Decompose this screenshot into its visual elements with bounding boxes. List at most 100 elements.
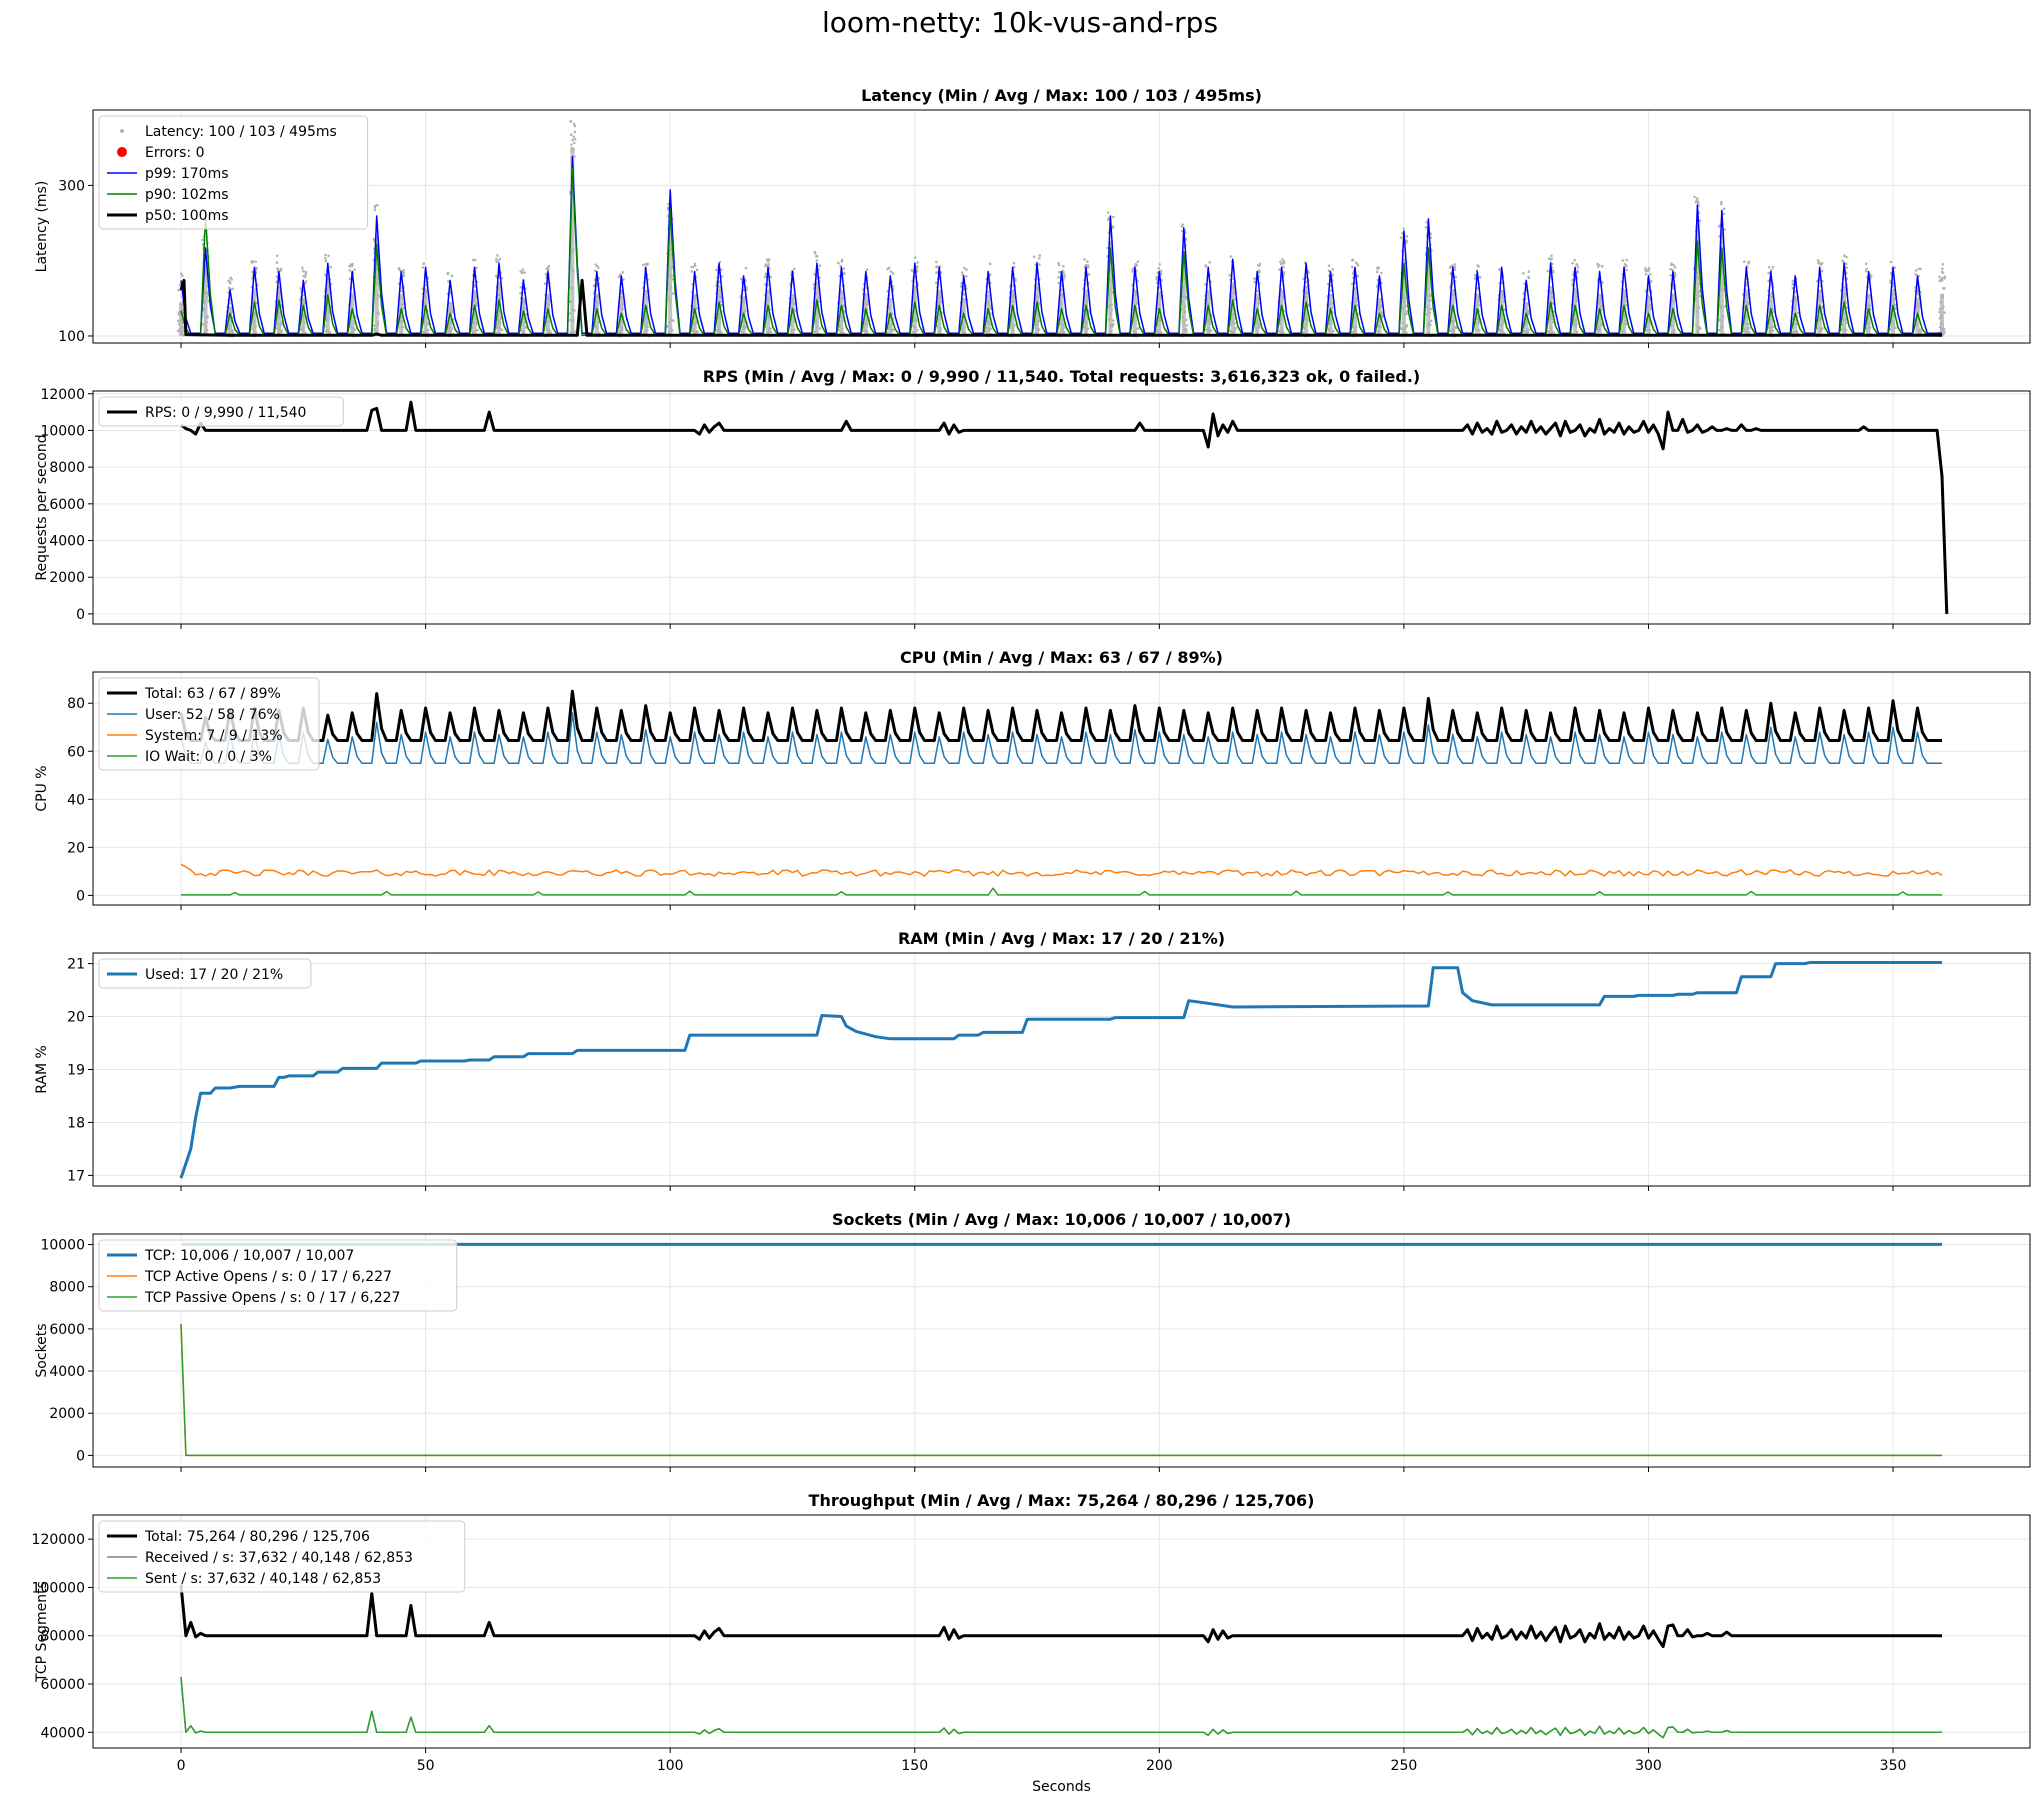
latency-point — [1938, 275, 1941, 279]
latency-point — [1281, 258, 1284, 261]
latency-burst — [448, 302, 453, 336]
latency-burst — [179, 302, 184, 336]
latency-point — [1646, 269, 1649, 273]
latency-point — [666, 206, 670, 210]
latency-point — [1086, 260, 1089, 263]
latency-point — [494, 274, 498, 278]
x-axis-label: Seconds — [1032, 1779, 1091, 1795]
latency-point — [1453, 265, 1457, 269]
latency-point — [1158, 263, 1162, 266]
latency-point — [1869, 274, 1873, 278]
latency-burst — [839, 289, 844, 336]
latency-point — [1698, 294, 1702, 298]
latency-burst — [350, 293, 355, 336]
latency-burst — [1132, 289, 1137, 336]
latency-burst — [1891, 289, 1896, 336]
legend-box — [98, 958, 312, 989]
latency-point — [1722, 207, 1726, 211]
y-tick-label: 10000 — [40, 423, 85, 439]
latency-burst — [1842, 285, 1847, 336]
latency-point — [1550, 257, 1554, 261]
latency-point — [1204, 283, 1207, 286]
panel-latency: Latency (Min / Avg / Max: 100 / 103 / 49… — [34, 86, 2031, 348]
latency-point — [1057, 281, 1061, 285]
axes-frame — [92, 109, 2031, 344]
series-line-total — [179, 1584, 1942, 1649]
axes-frame — [92, 952, 2031, 1187]
latency-point — [1743, 260, 1746, 264]
latency-point — [1698, 219, 1702, 222]
latency-point — [1476, 287, 1480, 290]
x-tick-label: 300 — [1635, 1758, 1662, 1774]
latency-point — [594, 263, 597, 267]
latency-point — [181, 274, 184, 277]
latency-point — [1793, 295, 1797, 299]
latency-point — [1448, 266, 1452, 269]
latency-point — [1112, 215, 1115, 219]
latency-point — [1914, 273, 1918, 276]
latency-point — [304, 270, 308, 274]
latency-point — [960, 271, 964, 274]
legend-box — [98, 115, 369, 230]
latency-burst — [399, 293, 404, 336]
latency-point — [1940, 270, 1944, 274]
legend: Used: 17 / 20 / 21% — [98, 958, 312, 989]
latency-point — [1527, 275, 1530, 279]
latency-point — [1571, 261, 1574, 265]
legend-label: Latency: 100 / 103 / 495ms — [145, 124, 337, 140]
latency-point — [1083, 258, 1086, 261]
latency-burst — [1573, 289, 1578, 336]
latency-point — [1405, 325, 1408, 328]
series-line-sent-s — [180, 1677, 1942, 1739]
latency-point — [1771, 265, 1775, 269]
latency-point — [1747, 261, 1750, 265]
legend-swatch — [117, 147, 127, 157]
y-tick-label: 8000 — [49, 460, 85, 476]
latency-point — [1845, 266, 1848, 269]
latency-point — [569, 133, 573, 137]
latency-burst — [643, 289, 648, 336]
latency-point — [1767, 271, 1770, 275]
legend-label: TCP: 10,006 / 10,007 / 10,007 — [144, 1248, 354, 1264]
latency-burst — [1181, 252, 1186, 336]
latency-burst — [325, 278, 330, 336]
latency-point — [572, 135, 576, 139]
latency-point — [207, 299, 210, 303]
latency-point — [1723, 305, 1726, 308]
y-tick-label: 0 — [76, 607, 85, 623]
latency-point — [1377, 266, 1380, 269]
latency-point — [1111, 225, 1115, 228]
latency-point — [1136, 260, 1140, 263]
latency-point — [1550, 254, 1553, 258]
latency-burst — [227, 306, 232, 336]
latency-point — [1451, 264, 1454, 267]
latency-point — [571, 138, 574, 142]
latency-burst — [252, 289, 257, 336]
latency-point — [1722, 212, 1725, 216]
latency-point — [813, 252, 817, 255]
latency-point — [1084, 263, 1088, 267]
latency-point — [1844, 262, 1848, 266]
series-line-system — [180, 863, 1943, 877]
y-tick-label: 19 — [67, 1063, 85, 1079]
legend-box — [98, 677, 320, 771]
latency-point — [1503, 308, 1506, 312]
legend-label: p90: 102ms — [145, 187, 229, 203]
latency-point — [1546, 269, 1549, 273]
latency-point — [450, 274, 454, 278]
y-axis-label: RAM % — [34, 1045, 50, 1094]
latency-point — [1551, 262, 1554, 266]
latency-point — [1424, 226, 1428, 229]
latency-point — [641, 263, 645, 267]
latency-point — [690, 270, 694, 273]
latency-burst — [496, 282, 501, 336]
latency-point — [496, 254, 499, 257]
legend-label: Errors: 0 — [145, 145, 205, 161]
latency-point — [372, 237, 376, 241]
latency-point — [769, 275, 773, 279]
latency-point — [1134, 262, 1138, 266]
latency-point — [397, 266, 401, 270]
latency-point — [1180, 225, 1184, 228]
latency-point — [1939, 278, 1943, 282]
latency-point — [1889, 271, 1893, 275]
